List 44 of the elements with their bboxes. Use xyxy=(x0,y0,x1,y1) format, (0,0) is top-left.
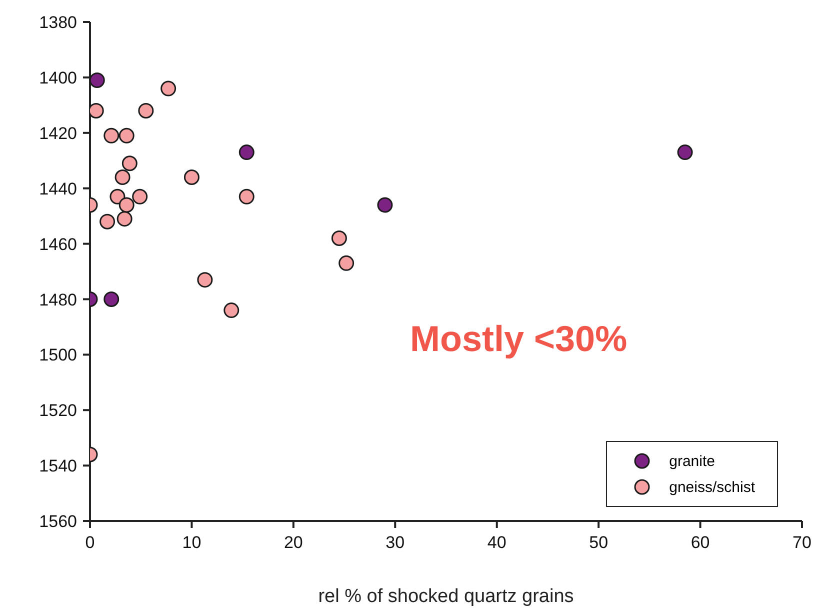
point xyxy=(110,188,126,204)
point xyxy=(377,197,393,213)
x-tick-label: 70 xyxy=(792,533,812,552)
point xyxy=(338,255,354,271)
x-tick-label: 50 xyxy=(589,533,608,552)
x-tick-label: 40 xyxy=(487,533,506,552)
x-tick-label: 0 xyxy=(85,533,95,552)
point xyxy=(90,72,105,88)
y-tick-label: 1520 xyxy=(39,401,77,420)
point xyxy=(331,230,347,246)
y-tick-label: 1380 xyxy=(39,13,77,32)
point xyxy=(197,272,213,288)
y-tick-label: 1400 xyxy=(39,68,77,88)
point xyxy=(138,102,154,118)
point xyxy=(104,128,120,144)
point xyxy=(224,302,240,318)
y-tick-label: 1420 xyxy=(39,124,77,143)
point xyxy=(132,188,148,204)
y-tick-label: 1480 xyxy=(39,290,77,310)
x-tick-label: 10 xyxy=(182,533,202,552)
point xyxy=(114,169,130,185)
annotation: Mostly <30% xyxy=(410,318,628,360)
point xyxy=(122,156,138,172)
x-axis-title: rel % of shocked quartz grains xyxy=(318,586,574,607)
point xyxy=(118,197,134,213)
x-tick-label: 60 xyxy=(690,533,710,552)
x-tick-label: 20 xyxy=(284,533,303,552)
y-tick-label: 1440 xyxy=(39,179,77,198)
legend-label: granite xyxy=(669,452,715,470)
y-tick-label: 1500 xyxy=(39,346,77,365)
point xyxy=(116,211,132,227)
x-tick-label: 30 xyxy=(386,533,405,552)
point xyxy=(184,169,200,185)
point xyxy=(677,144,693,160)
point xyxy=(118,128,134,144)
legend-label: gneiss/schist xyxy=(669,478,755,496)
point xyxy=(160,80,176,96)
point xyxy=(238,144,254,160)
y-tick-label: 1460 xyxy=(39,234,77,254)
y-tick-label: 1560 xyxy=(39,512,77,532)
point xyxy=(100,214,116,230)
point xyxy=(104,291,120,307)
point xyxy=(238,188,254,204)
y-tick-label: 1540 xyxy=(39,456,77,476)
